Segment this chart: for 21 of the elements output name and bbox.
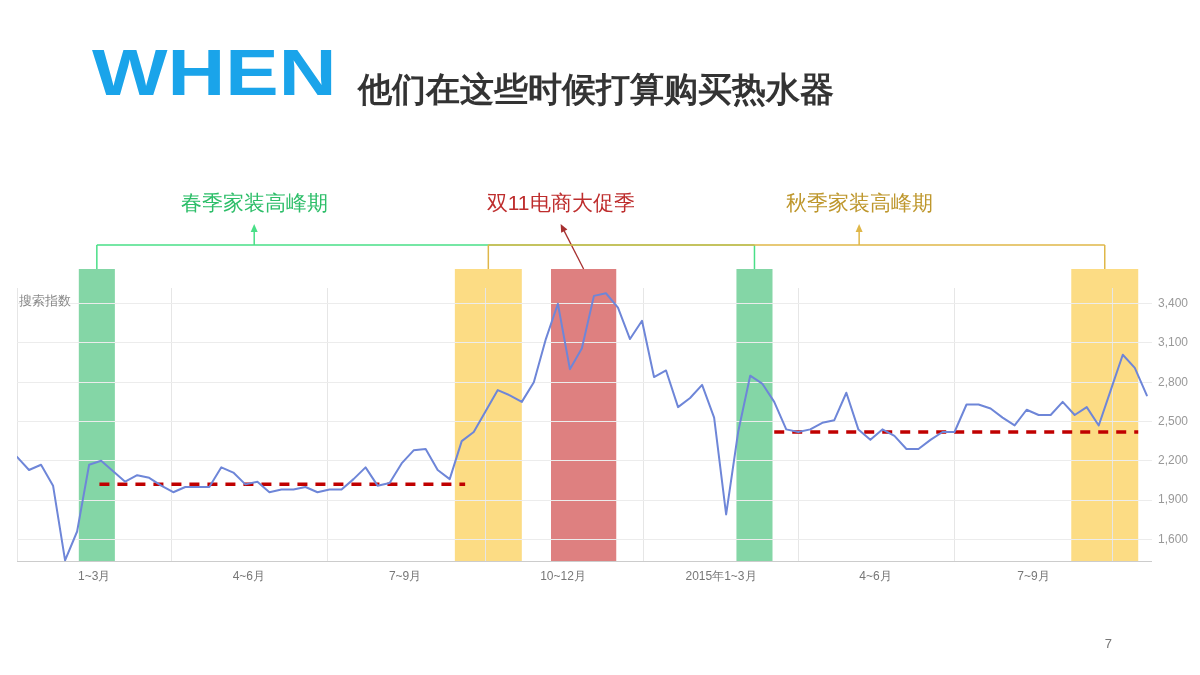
x-tick-label: 1~3月 <box>78 569 111 584</box>
y-tick-label: 3,400 <box>1157 296 1189 311</box>
x-tick-label: 7~9月 <box>388 569 422 584</box>
text: 春季家装高峰期 <box>180 190 328 214</box>
x-tick-label: 10~12月 <box>540 569 586 584</box>
chart-title: WHEN <box>92 37 337 109</box>
x-tick-label: 4~6月 <box>859 569 892 584</box>
y-tick-label: 1,900 <box>1157 492 1189 507</box>
y-tick-label: 1,600 <box>1157 531 1189 546</box>
y-axis-title: 搜索指数 <box>19 292 71 308</box>
text: 7 <box>1104 636 1112 651</box>
y-tick-label: 2,500 <box>1157 413 1189 428</box>
y-tick-label: 2,800 <box>1157 374 1189 389</box>
x-tick-label: 2015年1~3月 <box>685 569 757 584</box>
x-tick-label: 4~6月 <box>232 569 265 584</box>
y-tick-label: 3,100 <box>1157 335 1189 350</box>
y-tick-label: 2,200 <box>1157 453 1189 468</box>
x-tick-label: 7~9月 <box>1017 569 1050 584</box>
chart-subtitle: 他们在这些时候打算购买热水器 <box>358 69 834 110</box>
text: 双11电商大促季 <box>486 190 635 214</box>
text: 秋季家装高峰期 <box>785 190 933 214</box>
